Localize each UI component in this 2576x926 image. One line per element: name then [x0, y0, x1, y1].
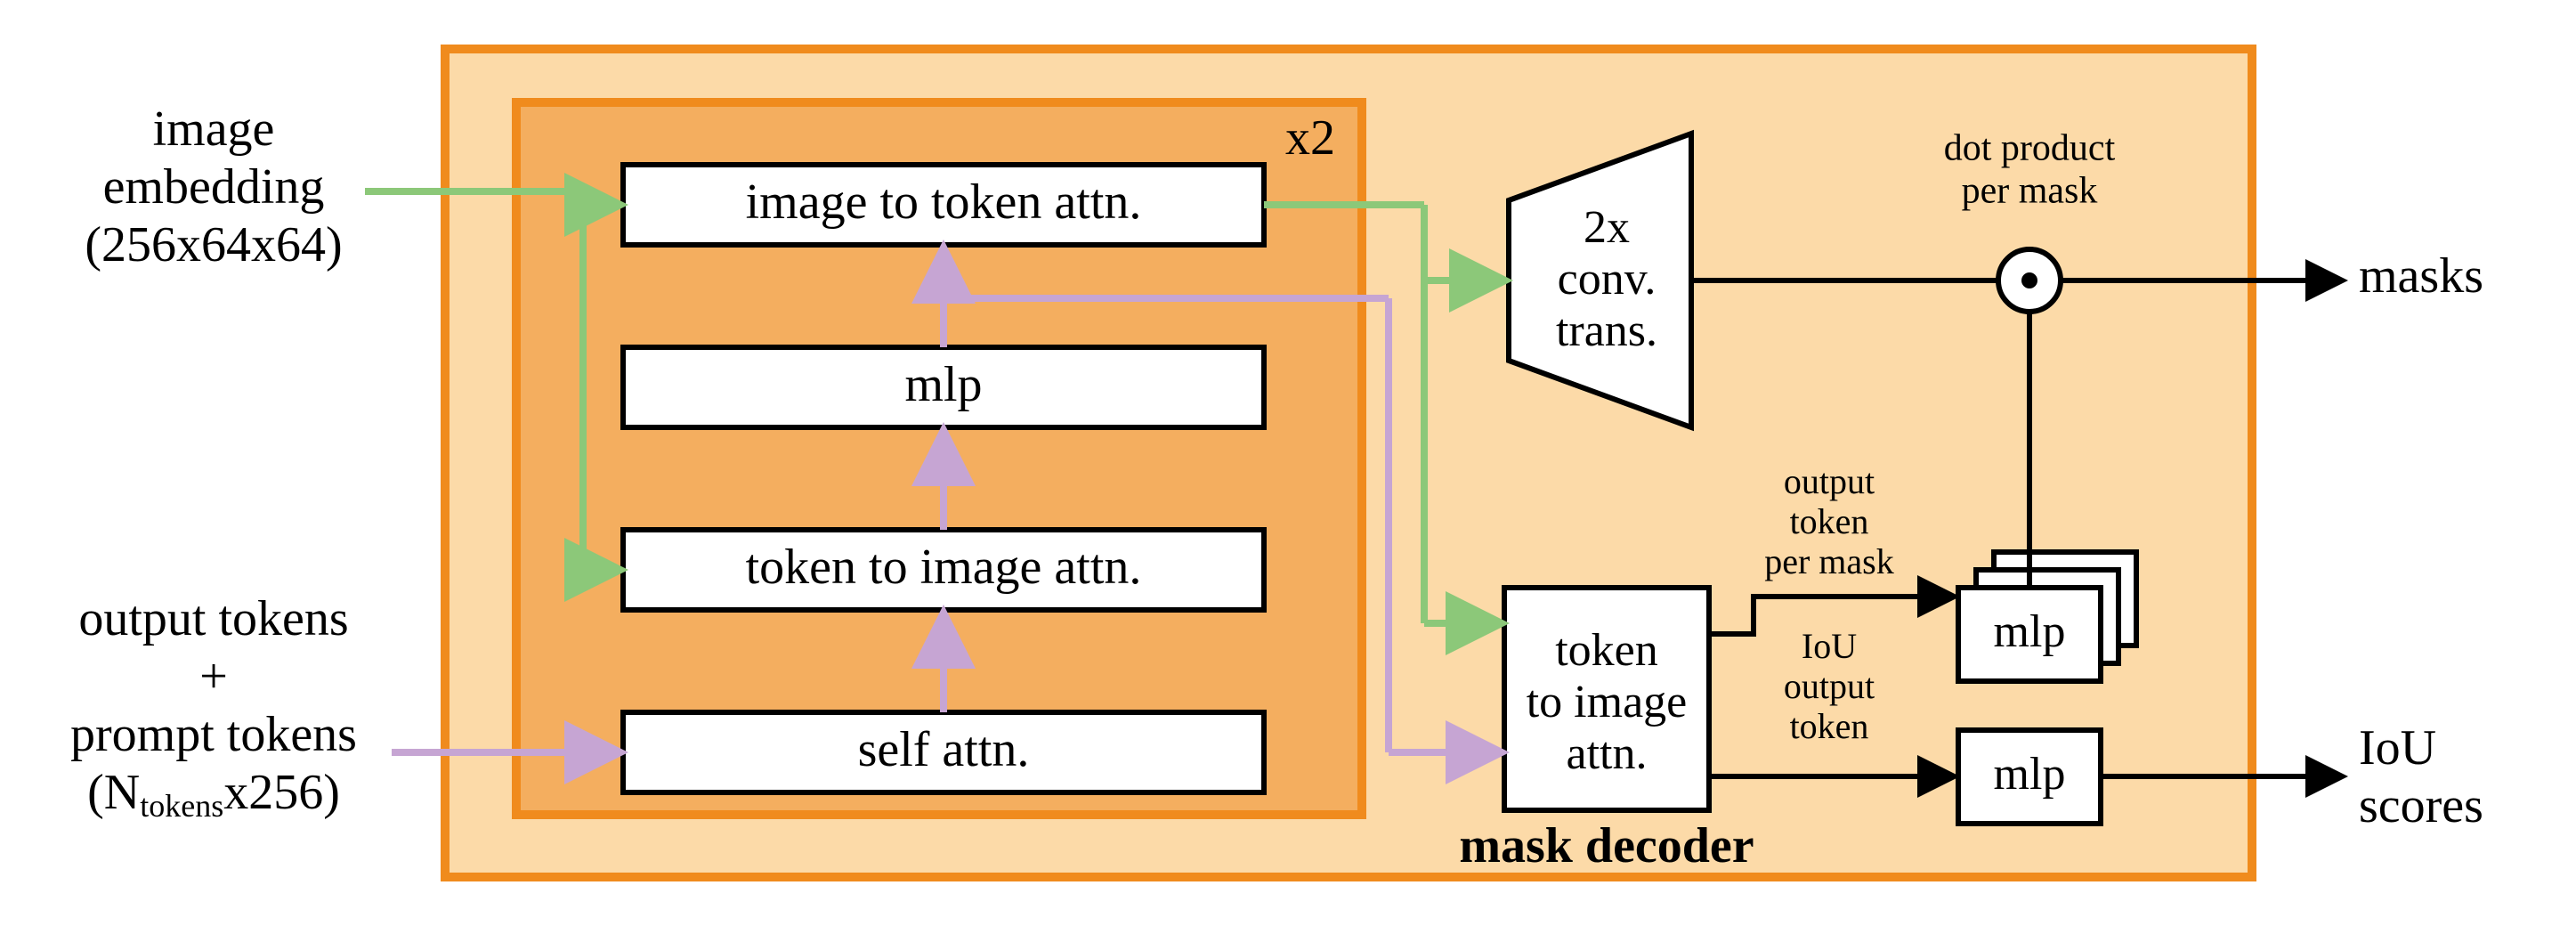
- iou-output-token-1: IoU: [1802, 626, 1857, 666]
- input-image-embedding-2: embedding: [103, 159, 325, 215]
- input-tokens-1: output tokens: [78, 591, 348, 646]
- mask-decoder-title: mask decoder: [1459, 818, 1754, 873]
- dot-product-label-2: per mask: [1962, 171, 2098, 212]
- input-image-embedding-1: image: [153, 102, 275, 157]
- output-token-per-mask-3: per mask: [1764, 541, 1894, 581]
- tti-outer-label-1: token: [1555, 625, 1658, 676]
- input-tokens-4: (Ntokensx256): [87, 765, 340, 824]
- iou-output-token-3: token: [1790, 706, 1869, 746]
- output-iou-2: scores: [2359, 778, 2483, 833]
- dot-product-inner-dot: [2021, 272, 2037, 288]
- self-attn-label: self attn.: [858, 722, 1030, 777]
- mask-decoder-diagram: x2 image to token attn. mlp token to ima…: [0, 0, 2576, 926]
- conv-trans-label-3: trans.: [1556, 305, 1657, 356]
- token-to-image-attn-label: token to image attn.: [746, 540, 1142, 595]
- image-to-token-attn-label: image to token attn.: [746, 175, 1142, 230]
- input-image-embedding-3: (256x64x64): [85, 217, 342, 272]
- conv-trans-label-2: conv.: [1558, 254, 1657, 305]
- iou-output-token-2: output: [1784, 666, 1875, 706]
- output-token-per-mask-1: output: [1784, 461, 1875, 501]
- mlp-stack-label: mlp: [1994, 606, 2066, 657]
- dot-product-label-1: dot product: [1944, 128, 2116, 169]
- conv-trans-label-1: 2x: [1584, 202, 1630, 253]
- x2-multiplier-label: x2: [1285, 110, 1335, 166]
- input-tokens-3: prompt tokens: [70, 707, 357, 762]
- output-iou-1: IoU: [2359, 720, 2436, 776]
- output-masks-label: masks: [2359, 248, 2483, 304]
- input-tokens-2: +: [199, 649, 228, 704]
- tti-outer-label-2: to image: [1527, 677, 1688, 727]
- tti-outer-label-3: attn.: [1567, 728, 1648, 779]
- mlp-single-label: mlp: [1994, 749, 2066, 800]
- mlp-label: mlp: [904, 357, 982, 412]
- output-token-per-mask-2: token: [1790, 501, 1869, 541]
